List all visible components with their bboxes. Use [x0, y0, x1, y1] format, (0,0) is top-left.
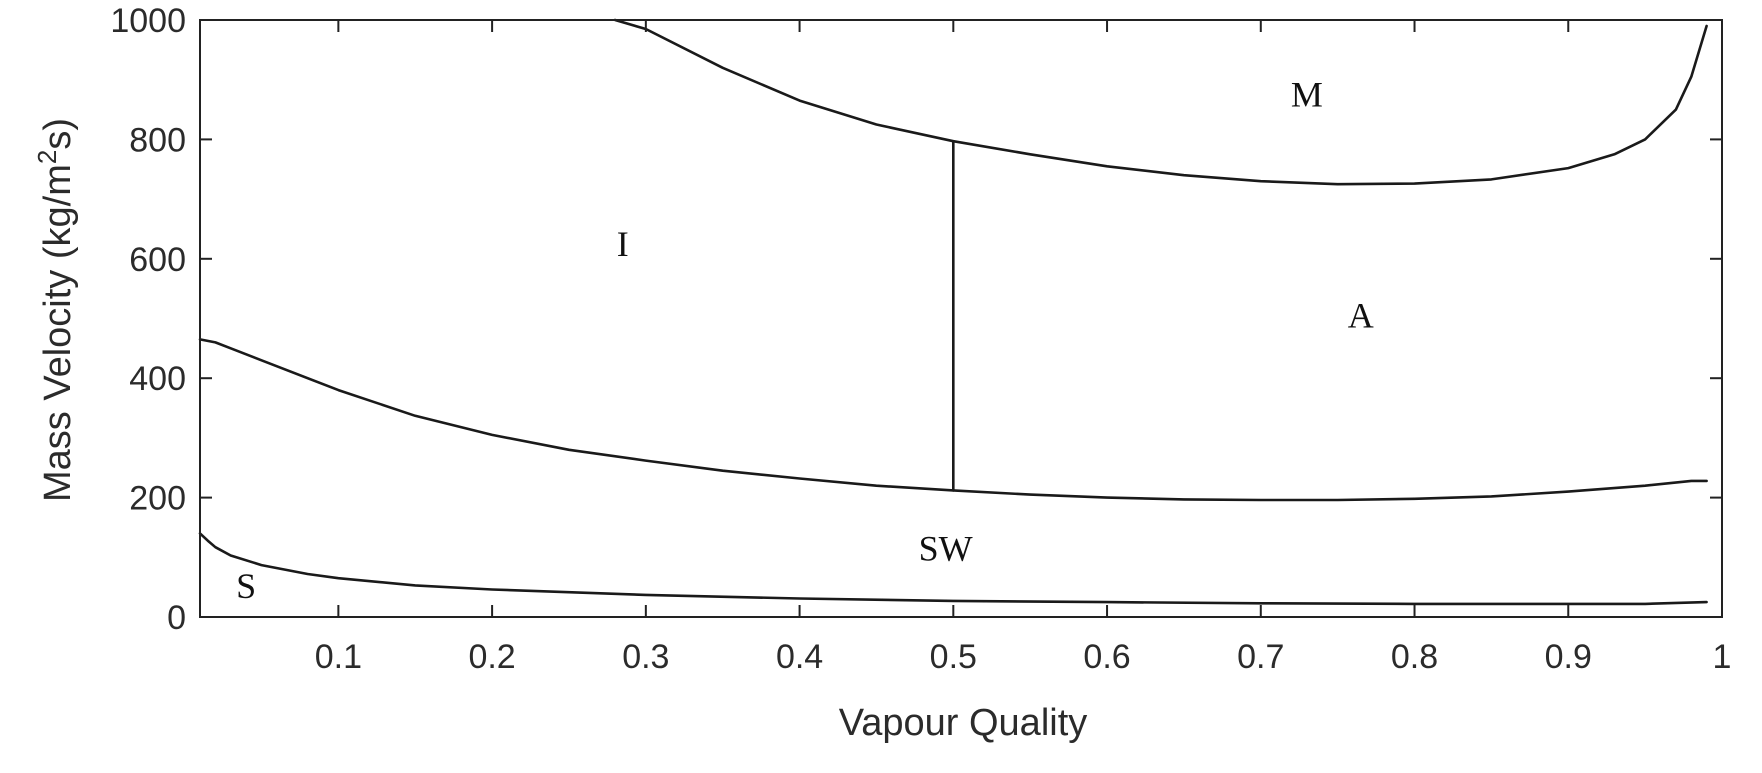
y-axis-title-tail: s): [37, 118, 79, 150]
x-axis-title: Vapour Quality: [839, 702, 1088, 744]
x-tick-label: 0.6: [1083, 638, 1130, 676]
y-tick-label: 0: [167, 599, 186, 637]
region-label-sw: SW: [919, 528, 973, 568]
y-axis-title: Mass Velocity (kg/m2s): [32, 118, 79, 502]
x-tick-label: 0.2: [468, 638, 515, 676]
region-label-s: S: [236, 566, 256, 606]
y-axis-ticks: 0 200 400 600 800 1000: [110, 2, 1722, 637]
x-tick-label: 0.4: [776, 638, 823, 676]
y-tick-label: 800: [129, 121, 186, 159]
series-line-2: [198, 338, 1708, 502]
y-tick-label: 1000: [110, 2, 186, 40]
x-tick-label: 0.5: [930, 638, 977, 676]
y-tick-label: 600: [129, 241, 186, 279]
x-tick-label: 0.8: [1391, 638, 1438, 676]
curves-layer: [198, 18, 1708, 606]
region-labels: M I A SW S: [236, 75, 1374, 606]
x-tick-label: 1: [1713, 638, 1732, 676]
y-tick-label: 400: [129, 360, 186, 398]
y-axis-title-superscript: 2: [32, 150, 62, 164]
y-tick-label: 200: [129, 480, 186, 518]
y-axis-title-main: Mass Velocity (kg/m: [37, 164, 79, 502]
region-label-a: A: [1348, 296, 1374, 336]
series-line-1: [613, 18, 1708, 186]
x-axis-ticks: 0.1 0.2 0.3 0.4 0.5 0.6 0.7 0.8 0.9 1: [315, 20, 1732, 676]
series-line-3: [198, 532, 1708, 606]
region-label-m: M: [1291, 75, 1323, 115]
x-tick-label: 0.7: [1237, 638, 1284, 676]
x-tick-label: 0.3: [622, 638, 669, 676]
region-label-i: I: [617, 224, 629, 264]
x-tick-label: 0.9: [1545, 638, 1592, 676]
x-tick-label: 0.1: [315, 638, 362, 676]
plot-frame: [199, 19, 1723, 618]
